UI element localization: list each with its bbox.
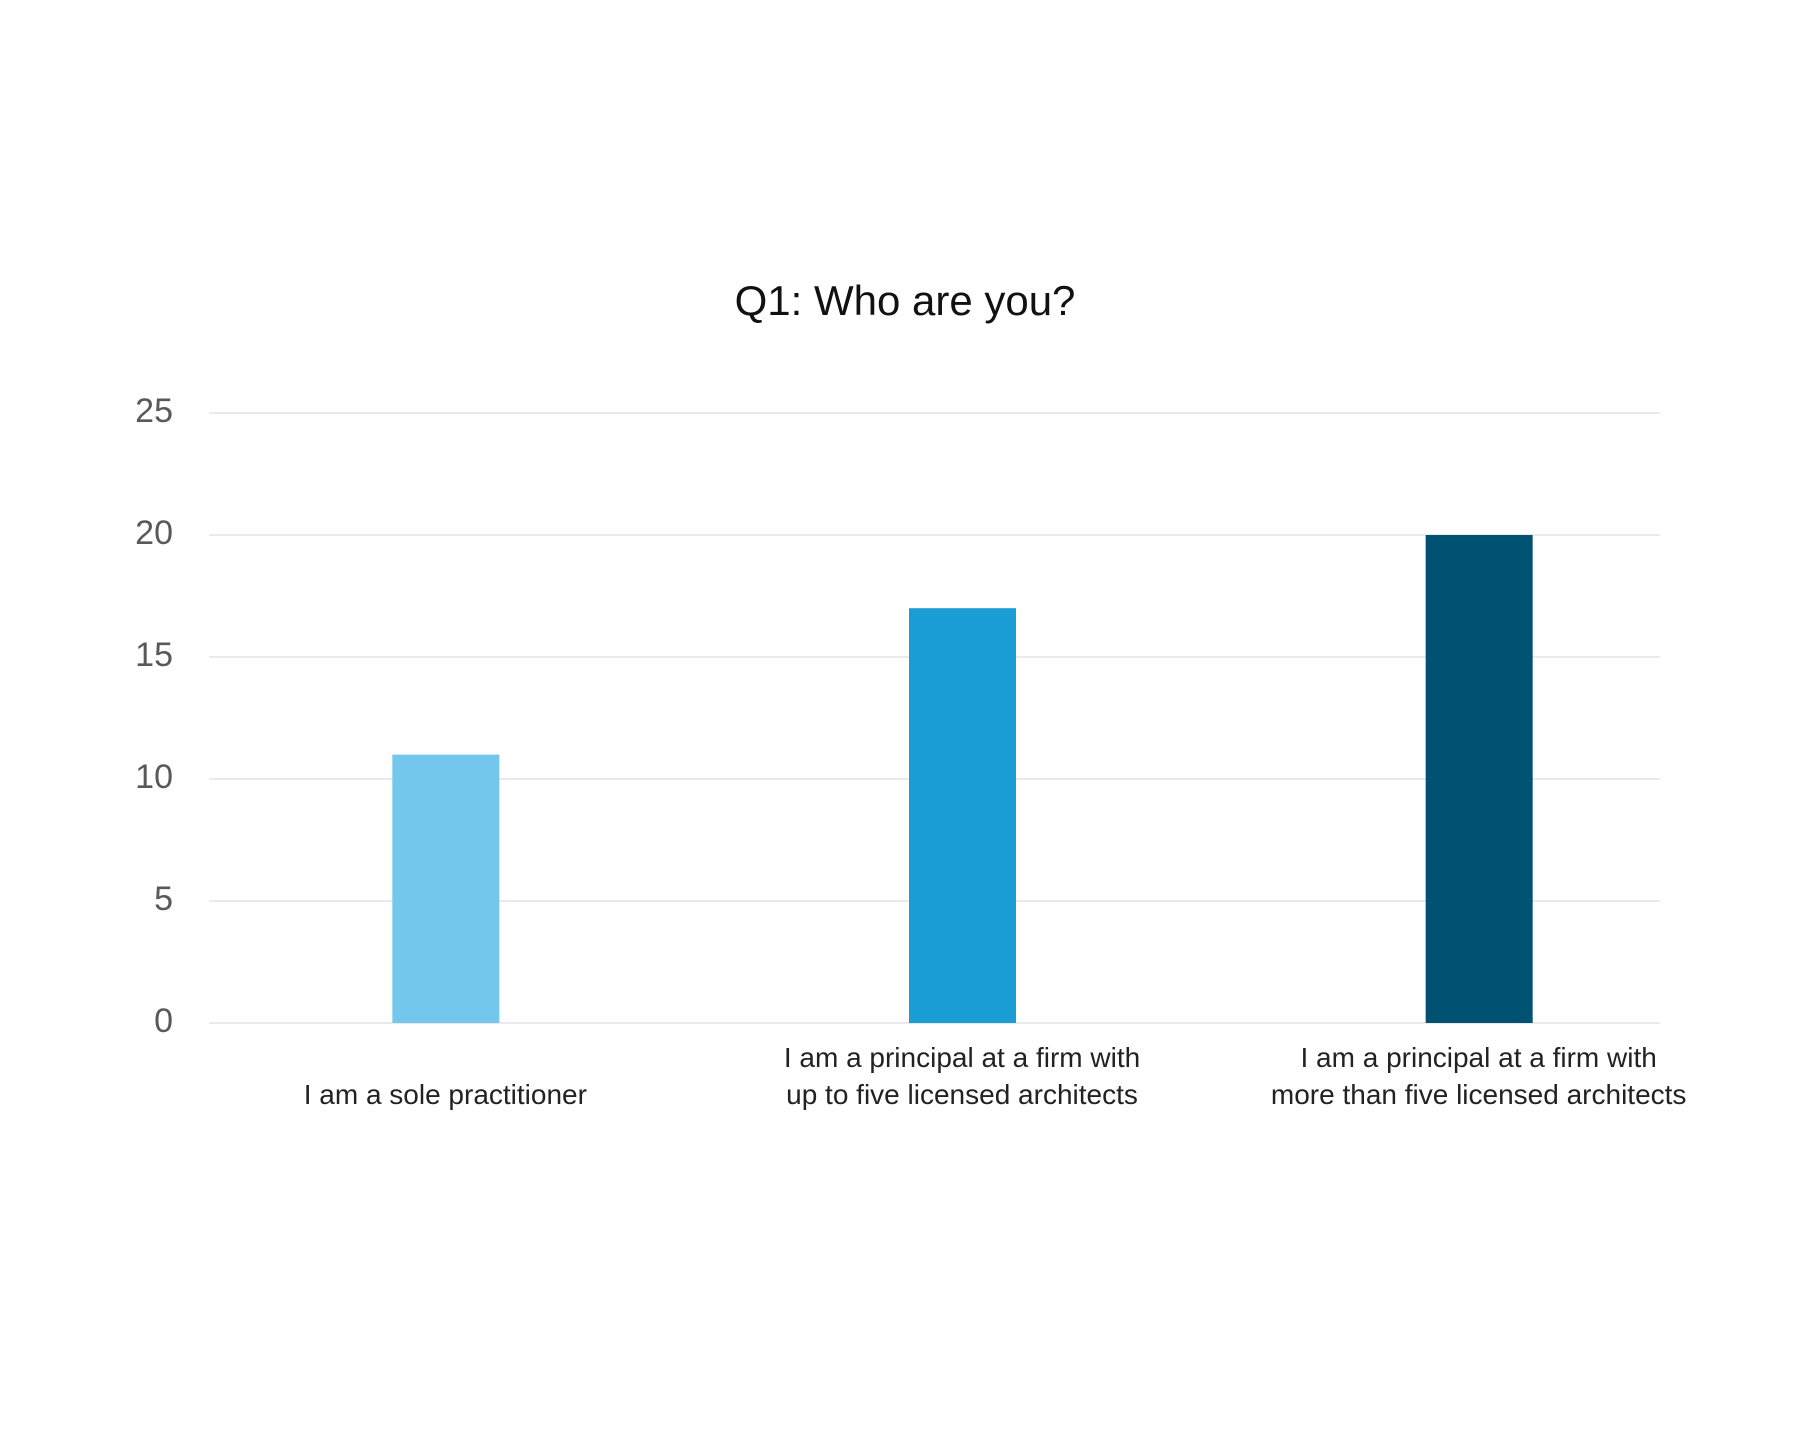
y-tick-label: 0: [154, 1002, 173, 1040]
bar: [392, 754, 500, 1023]
y-tick-label: 25: [135, 392, 173, 430]
y-tick-label: 20: [135, 514, 173, 552]
bar: [909, 608, 1016, 1023]
chart-title: Q1: Who are you?: [735, 277, 1076, 324]
y-tick-label: 10: [135, 758, 173, 796]
bar: [1425, 535, 1533, 1023]
x-tick-label: I am a sole practitioner: [303, 1079, 587, 1110]
y-tick-label: 15: [135, 636, 173, 674]
x-tick-label: I am a principal at a firm with more tha…: [1270, 1042, 1687, 1110]
y-tick-label: 5: [154, 880, 173, 918]
x-tick-label: I am a principal at a firm with up to fi…: [783, 1042, 1141, 1110]
